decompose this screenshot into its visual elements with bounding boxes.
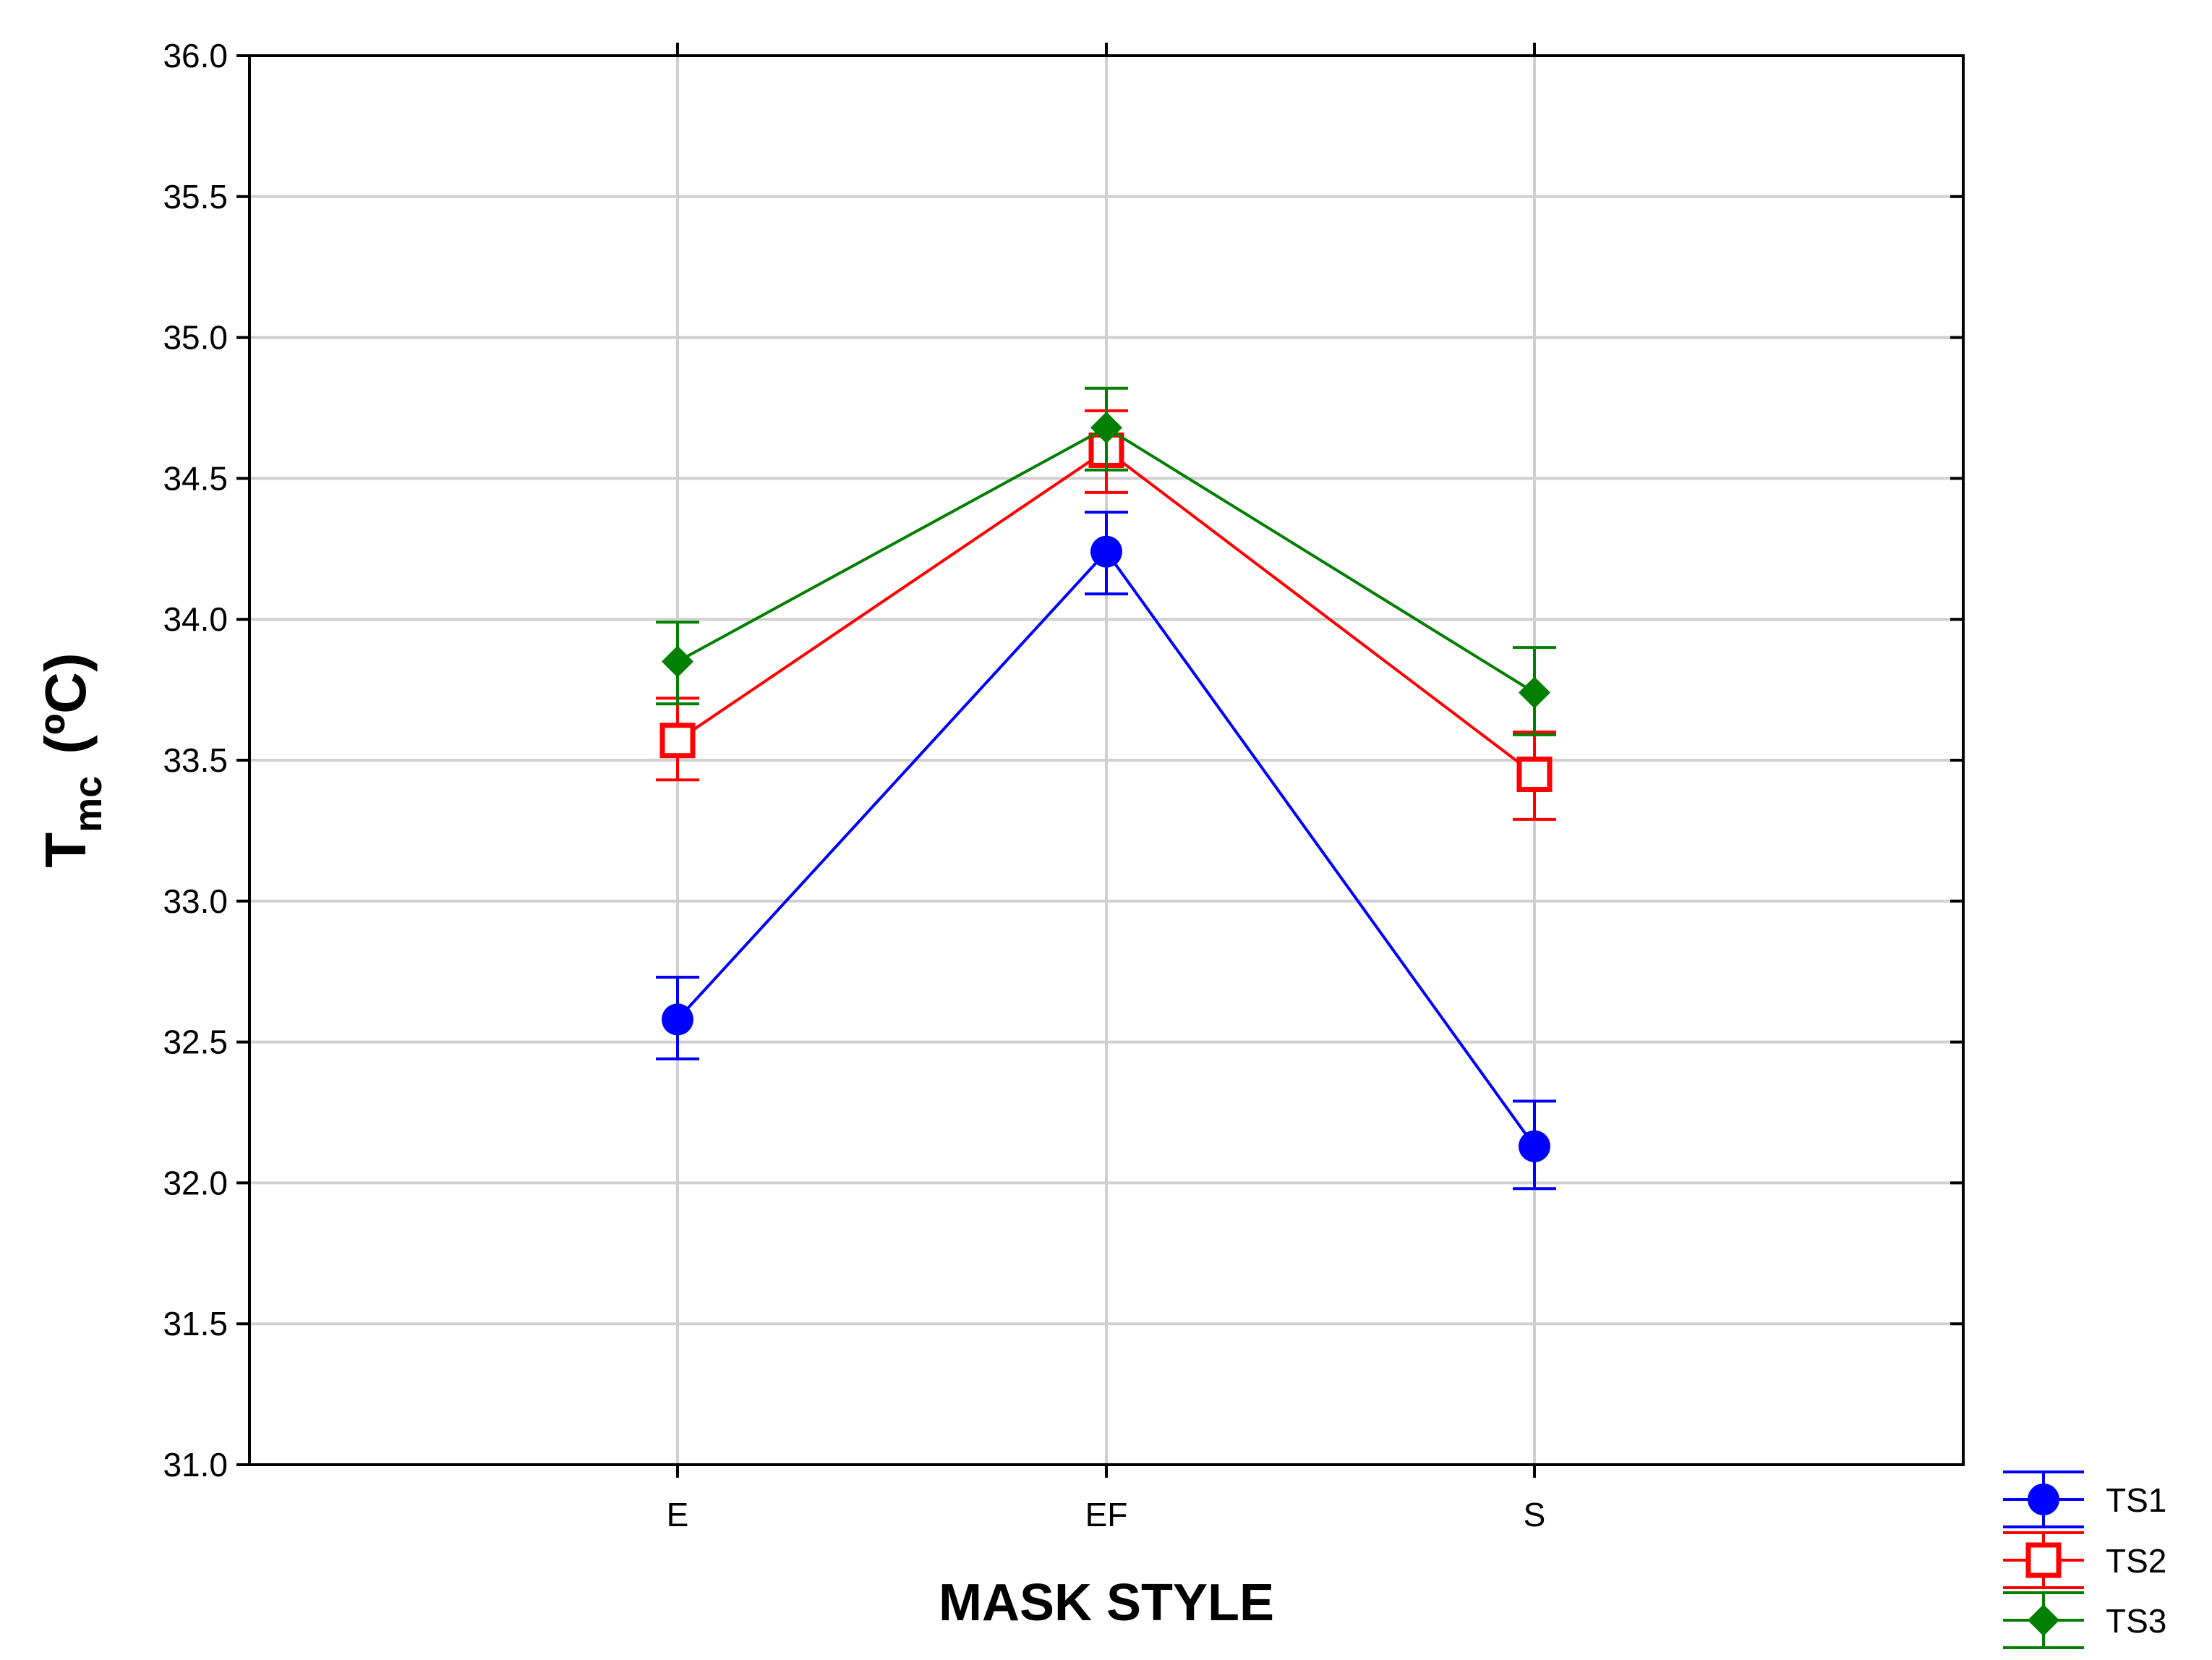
legend-marker [2025, 1542, 2062, 1578]
svg-text:Tmc(ºC): Tmc (ºC) [33, 652, 110, 867]
legend-item-ts1: TS1 [2003, 1470, 2166, 1528]
x-tick-label: E [667, 1496, 689, 1533]
series-ts3 [656, 386, 1556, 736]
data-point [1519, 1130, 1550, 1162]
axes: 31.0 31.5 32.0 32.5 33.0 33.5 34.0 34.5 35.0 35.5… [163, 37, 1963, 1533]
y-tick-label: 33.0 [163, 882, 228, 920]
data-point [1090, 412, 1122, 444]
data-point [662, 645, 693, 678]
legend-marker [2028, 1484, 2059, 1515]
legend-label: TS3 [2106, 1602, 2166, 1640]
data-point [662, 1003, 693, 1036]
y-tick-label: 34.5 [163, 459, 228, 497]
y-tick-label: 33.5 [163, 741, 228, 779]
legend-label: TS2 [2106, 1542, 2166, 1580]
legend-marker [2028, 1604, 2059, 1636]
data-point [659, 723, 696, 759]
y-tick-label: 32.5 [163, 1023, 228, 1061]
legend-label: TS1 [2106, 1481, 2166, 1519]
y-tick-label: 32.0 [163, 1164, 228, 1201]
y-axis-title-unit: (ºC) [33, 652, 98, 754]
y-axis-title-subscript: mc [67, 776, 110, 833]
y-tick-label: 31.5 [163, 1305, 228, 1342]
y-tick-label: 34.0 [163, 600, 228, 638]
legend-item-ts3: TS3 [2003, 1591, 2166, 1649]
y-tick-label: 36.0 [163, 37, 228, 75]
data-point [1090, 535, 1122, 568]
x-tick-label: S [1524, 1496, 1546, 1533]
data-point [1519, 676, 1550, 709]
x-axis-title: MASK STYLE [939, 1574, 1274, 1632]
x-tick-label: EF [1085, 1496, 1128, 1533]
data-point [1516, 756, 1553, 792]
series-layer [656, 386, 1556, 1191]
gridlines [249, 56, 1963, 1465]
series-ts1 [656, 511, 1556, 1191]
y-tick-label: 35.5 [163, 178, 228, 216]
y-axis-title: Tmc (ºC) [33, 652, 110, 867]
y-axis-title-main: T [33, 833, 98, 868]
y-tick-label: 35.0 [163, 319, 228, 357]
legend: TS1 TS2 TS3 [2003, 1470, 2166, 1649]
y-tick-label: 31.0 [163, 1446, 228, 1484]
legend-item-ts2: TS2 [2003, 1531, 2166, 1589]
